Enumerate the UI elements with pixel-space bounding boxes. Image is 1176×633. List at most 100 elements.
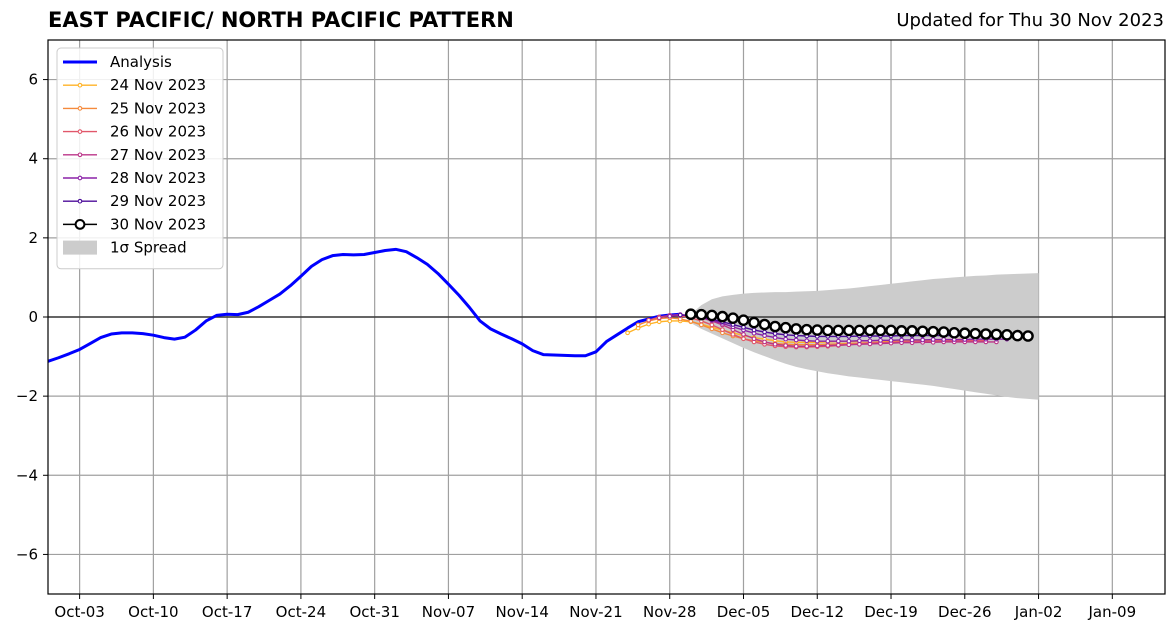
forecast-point xyxy=(772,331,778,336)
x-tick-label: Jan-09 xyxy=(1087,603,1136,621)
x-tick-label: Jan-02 xyxy=(1014,603,1063,621)
y-tick-label: 2 xyxy=(28,229,38,247)
forecast-point xyxy=(751,336,757,342)
analysis-line xyxy=(47,247,681,363)
axis-layer: Oct-03 Oct-10 Oct-17 Oct-24 Oct-31 Nov-07 Nov-… xyxy=(16,39,1166,621)
forecast-point xyxy=(916,325,929,338)
forecast-point xyxy=(772,341,778,347)
forecast-point xyxy=(730,332,736,337)
forecast-point xyxy=(804,343,810,349)
forecast-point xyxy=(1011,329,1024,342)
forecast-point xyxy=(783,343,788,348)
forecast-point xyxy=(874,324,887,337)
legend-label: 30 Nov 2023 xyxy=(110,215,206,233)
forecast-point xyxy=(685,308,697,321)
legend-item: 27 Nov 2023 xyxy=(63,146,206,164)
y-tick-label: 4 xyxy=(28,150,38,168)
forecast-point xyxy=(825,338,831,344)
legend-marker xyxy=(77,82,83,88)
legend-label: 25 Nov 2023 xyxy=(110,99,206,117)
forecast-point xyxy=(793,343,799,349)
forecast-point xyxy=(677,312,683,318)
forecast-point xyxy=(821,324,834,337)
forecast-point xyxy=(772,335,778,340)
legend-box xyxy=(56,47,224,270)
legend-marker xyxy=(77,152,83,158)
x-tick-label: Dec-12 xyxy=(790,603,844,621)
legend-item: Analysis xyxy=(63,53,172,71)
forecast-point xyxy=(793,337,799,343)
forecast-point xyxy=(783,332,788,338)
forecast-point xyxy=(864,324,876,337)
legend-item: 29 Nov 2023 xyxy=(63,192,206,210)
forecast-point xyxy=(783,336,788,342)
legend-item: 24 Nov 2023 xyxy=(63,76,206,94)
legend-marker xyxy=(74,219,86,230)
y-tick-label: −2 xyxy=(16,387,38,405)
forecast-point xyxy=(846,338,852,344)
legend-label: 27 Nov 2023 xyxy=(110,146,206,164)
x-tick-label: Oct-03 xyxy=(54,603,104,621)
legend-marker xyxy=(77,129,83,134)
x-tick-label: Oct-24 xyxy=(276,603,326,621)
forecast-point xyxy=(737,314,750,326)
x-tick-label: Oct-31 xyxy=(349,603,399,621)
forecast-point xyxy=(706,309,718,322)
forecast-point xyxy=(698,322,704,328)
forecast-point xyxy=(646,317,652,323)
forecast-point xyxy=(748,316,760,329)
forecast-point xyxy=(814,338,820,344)
legend-label: 24 Nov 2023 xyxy=(110,76,206,94)
legend-item: 30 Nov 2023 xyxy=(63,215,206,233)
legend-label: 26 Nov 2023 xyxy=(110,123,206,141)
y-tick-label: −6 xyxy=(16,545,38,563)
legend-item: 26 Nov 2023 xyxy=(63,123,206,141)
forecast-point xyxy=(941,337,947,342)
forecast-point xyxy=(927,325,939,338)
forecast-point xyxy=(625,330,630,336)
forecast-point xyxy=(832,324,845,337)
forecast-point xyxy=(741,324,746,330)
forecast-point xyxy=(867,338,873,344)
chart-subtitle: Updated for Thu 30 Nov 2023 xyxy=(896,10,1164,31)
forecast-point xyxy=(769,320,781,333)
forecast-point xyxy=(762,339,767,345)
forecast-point xyxy=(727,312,739,324)
forecast-point xyxy=(878,337,883,343)
legend-marker xyxy=(77,175,83,181)
legend: Analysis 24 Nov 2023 25 Nov 2023 26 Nov 202… xyxy=(56,47,224,270)
forecast-point xyxy=(937,326,950,338)
forecast-point xyxy=(843,324,855,337)
x-tick-label: Dec-19 xyxy=(864,603,918,621)
forecast-point xyxy=(835,342,841,348)
legend-label: 29 Nov 2023 xyxy=(110,192,206,210)
x-tick-label: Oct-17 xyxy=(202,603,252,621)
x-tick-label: Nov-14 xyxy=(496,603,549,621)
legend-label: Analysis xyxy=(110,53,172,71)
forecast-point xyxy=(930,337,936,342)
forecast-point xyxy=(741,332,746,337)
legend-marker xyxy=(77,106,83,111)
legend-item: 25 Nov 2023 xyxy=(63,99,206,117)
x-tick-label: Nov-21 xyxy=(569,603,622,621)
legend-item: 28 Nov 2023 xyxy=(63,169,206,187)
forecast-point xyxy=(758,318,771,331)
forecast-point xyxy=(709,322,715,328)
forecast-point xyxy=(811,324,824,336)
x-tick-label: Nov-28 xyxy=(643,603,696,621)
y-tick-label: −4 xyxy=(16,466,38,484)
x-tick-label: Dec-05 xyxy=(717,603,771,621)
forecast-point xyxy=(853,324,866,337)
forecast-point xyxy=(779,321,792,334)
forecast-point xyxy=(888,337,894,343)
series-layer xyxy=(47,247,1034,363)
forecast-point xyxy=(948,327,961,339)
forecast-point xyxy=(656,315,662,321)
forecast-point xyxy=(800,323,813,336)
forecast-point xyxy=(635,322,641,328)
forecast-point xyxy=(790,323,802,335)
forecast-point xyxy=(835,338,841,344)
forecast-point xyxy=(920,337,925,343)
forecast-point xyxy=(825,343,831,348)
forecast-point xyxy=(709,326,715,332)
